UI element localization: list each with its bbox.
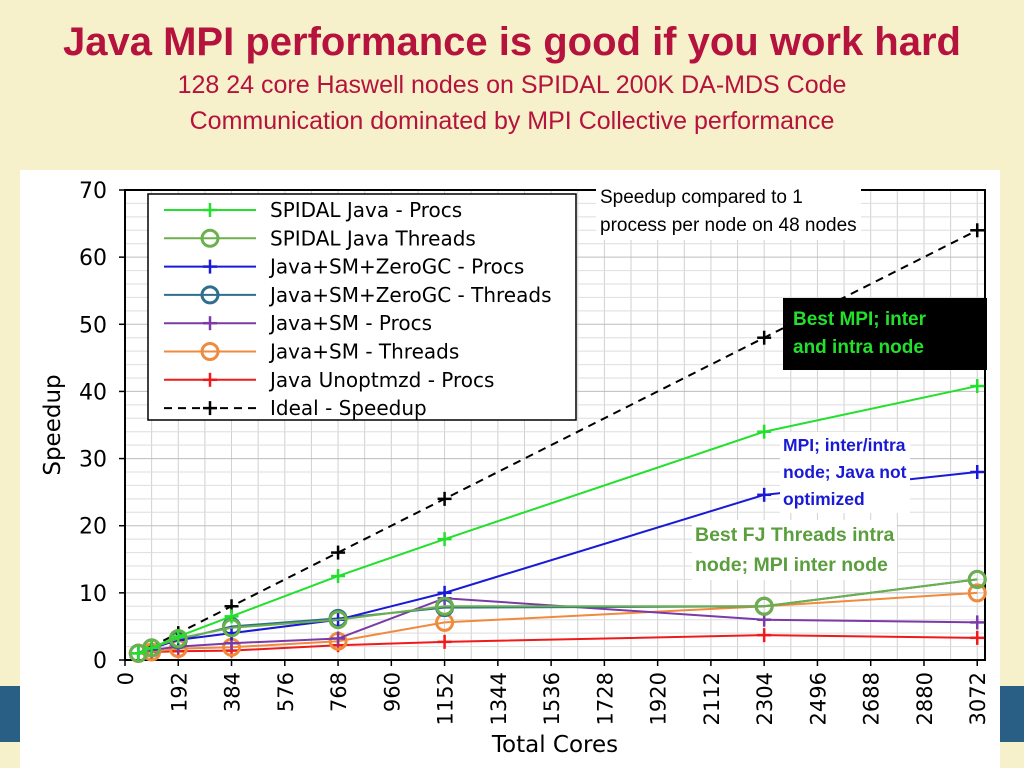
series-line-java-unoptmzd-procs <box>138 634 978 655</box>
data-point-spidal-java-threads <box>754 596 774 616</box>
y-tick-label: 20 <box>79 515 107 540</box>
annotation-line: process per node on 48 nodes <box>600 215 857 236</box>
slide-subtitle-1: 128 24 core Haswell nodes on SPIDAL 200K… <box>177 71 847 99</box>
x-tick-label: 2112 <box>700 672 724 725</box>
data-point-spidal-java-threads <box>435 596 455 616</box>
data-point-ideal-speedup <box>331 545 346 560</box>
legend-entry: SPIDAL Java - Procs <box>270 198 462 222</box>
y-tick-label: 50 <box>79 313 107 338</box>
slide-subtitle-2: Communication dominated by MPI Collectiv… <box>189 107 835 135</box>
x-axis-title: Total Cores <box>491 732 618 758</box>
legend-marker <box>203 316 217 331</box>
y-tick-label: 0 <box>93 649 107 674</box>
legend-entry: Ideal - Speedup <box>270 396 427 420</box>
data-point-spidal-java-procs <box>144 640 159 655</box>
data-point-spidal-java-procs <box>757 424 772 439</box>
data-point-java-sm-threads <box>967 583 987 603</box>
speedup-chart: 0 10 20 30 40 50 60 70 0 192 384 576 768 960 1152 1344 1… <box>40 179 990 758</box>
y-tick-label: 10 <box>79 582 107 607</box>
x-tick-label: 0 <box>114 672 138 685</box>
annotation-line: Best FJ Threads intra <box>695 524 895 546</box>
legend-entry: SPIDAL Java Threads <box>270 226 476 250</box>
annotation-line: node; MPI inter node <box>695 554 888 576</box>
series-line-spidal-java-procs <box>137 385 978 655</box>
data-point-spidal-java-procs <box>437 532 452 547</box>
data-point-spidal-java-threads <box>967 569 987 589</box>
y-axis-title: Speedup <box>40 374 66 475</box>
legend-entry: Java+SM+ZeroGC - Threads <box>268 283 551 307</box>
annotation-mpi-unoptimized: MPI; inter/intra node; Java not optimize… <box>780 432 910 513</box>
data-point-spidal-java-procs <box>331 569 346 584</box>
y-tick-label: 30 <box>79 448 107 473</box>
x-tick-label: 1728 <box>593 672 617 725</box>
x-tick-label: 1152 <box>434 672 458 725</box>
data-point-spidal-java-procs <box>171 629 186 644</box>
data-point-java-sm-procs <box>970 615 985 630</box>
legend-marker <box>203 372 217 387</box>
annotation-best-fj-threads: Best FJ Threads intra node; MPI inter no… <box>692 520 898 580</box>
x-tick-label: 3072 <box>966 672 990 725</box>
data-point-ideal-speedup <box>757 330 772 345</box>
data-point-java-unoptmzd-procs <box>970 630 985 645</box>
data-point-java-sm-procs <box>331 631 346 646</box>
legend-box <box>147 193 577 421</box>
x-tick-label: 1920 <box>647 672 671 725</box>
legend-entry: Java Unoptmzd - Procs <box>268 368 494 392</box>
legend-entry: Java+SM - Threads <box>268 340 459 364</box>
y-tick-label: 70 <box>79 179 107 204</box>
annotation-line: Speedup compared to 1 <box>600 187 803 208</box>
x-tick-label: 384 <box>221 672 245 712</box>
legend-marker <box>203 401 217 416</box>
legend-marker <box>200 285 220 305</box>
x-tick-label: 2304 <box>753 672 777 725</box>
annotation-best-mpi: Best MPI; inter and intra node <box>783 298 987 370</box>
data-point-spidal-java-procs <box>131 646 146 661</box>
data-point-spidal-java-procs <box>224 609 239 624</box>
data-point-ideal-speedup <box>437 491 452 506</box>
x-tick-label: 768 <box>327 672 351 712</box>
data-point-java-unoptmzd-procs <box>437 634 452 649</box>
legend-marker <box>200 228 220 248</box>
annotation-line: optimized <box>783 489 865 509</box>
data-point-spidal-java-threads <box>142 638 162 658</box>
y-tick-label: 40 <box>79 380 107 405</box>
legend-marker <box>200 342 220 361</box>
x-tick-label: 1536 <box>540 672 564 725</box>
x-tick-label: 2496 <box>806 672 830 725</box>
legend-entry: Java+SM+ZeroGC - Procs <box>268 255 524 279</box>
series-line-java-sm-threads <box>138 591 978 655</box>
legend-marker <box>203 259 217 274</box>
x-tick-label: 960 <box>380 672 404 712</box>
legend-entry: Java+SM - Procs <box>268 311 432 335</box>
data-point-spidal-java-procs <box>970 379 985 394</box>
annotation-line: Best MPI; inter <box>793 309 927 330</box>
annotation-line: MPI; inter/intra <box>783 435 906 455</box>
data-point-java-unoptmzd-procs <box>757 628 772 643</box>
annotation-line: and intra node <box>793 337 924 358</box>
annotation-speedup-note: Speedup compared to 1 process per node o… <box>596 184 861 240</box>
x-tick-label: 2688 <box>860 672 884 725</box>
plot-area-border <box>124 189 986 661</box>
x-tick-label: 576 <box>274 672 298 712</box>
data-point-java-sm-zerogc-procs <box>970 465 985 479</box>
legend-marker <box>203 203 217 217</box>
x-tick-label: 192 <box>167 672 191 712</box>
x-tick-label: 1344 <box>487 672 511 725</box>
y-tick-label: 60 <box>79 246 107 271</box>
x-tick-label: 2880 <box>913 672 937 725</box>
annotation-line: node; Java not <box>783 462 907 482</box>
data-point-java-sm-zerogc-procs <box>757 487 772 502</box>
data-point-spidal-java-threads <box>328 610 348 630</box>
slide-title: Java MPI performance is good if you work… <box>63 20 961 64</box>
data-point-ideal-speedup <box>970 223 985 238</box>
